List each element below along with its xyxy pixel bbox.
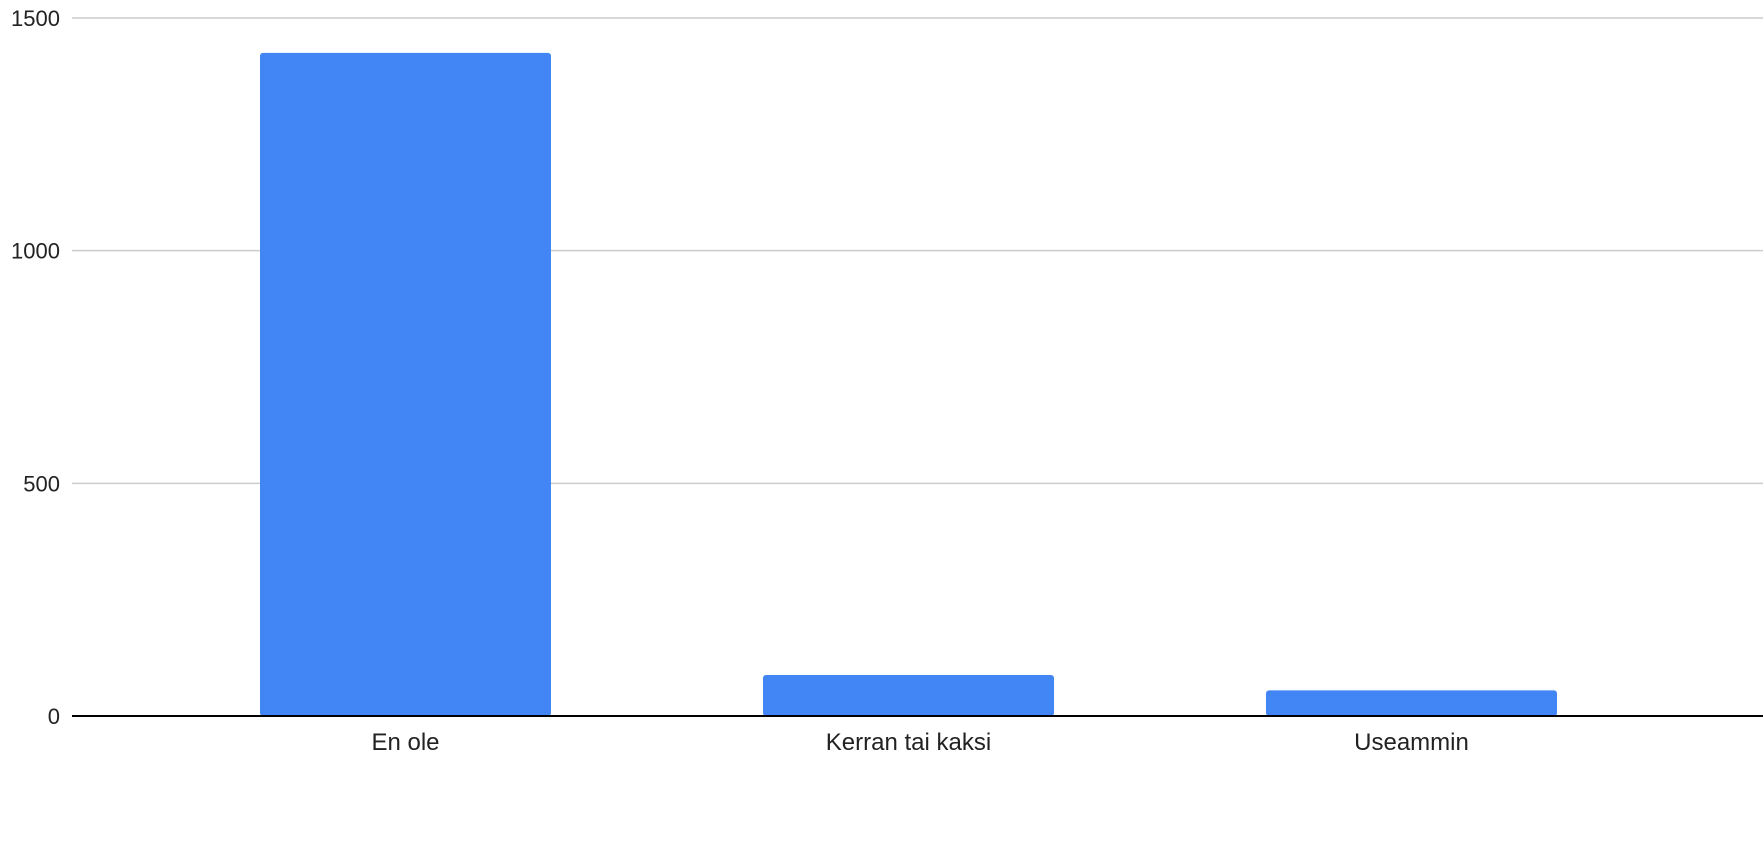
x-category-label: Kerran tai kaksi: [826, 729, 991, 756]
y-axis-tick-labels: 0 500 1000 1500: [11, 6, 60, 729]
bar: [260, 52, 551, 716]
y-tick-label: 1000: [11, 239, 60, 264]
y-tick-label: 1500: [11, 6, 60, 31]
x-category-label: En ole: [371, 729, 439, 756]
x-category-label: Useammin: [1354, 729, 1469, 756]
y-tick-label: 0: [48, 704, 60, 729]
bars: [260, 52, 1557, 716]
bar: [763, 675, 1054, 716]
bar: [1266, 690, 1557, 716]
y-tick-label: 500: [23, 471, 60, 496]
x-axis-category-labels: En ole Kerran tai kaksi Useammin: [371, 729, 1468, 756]
